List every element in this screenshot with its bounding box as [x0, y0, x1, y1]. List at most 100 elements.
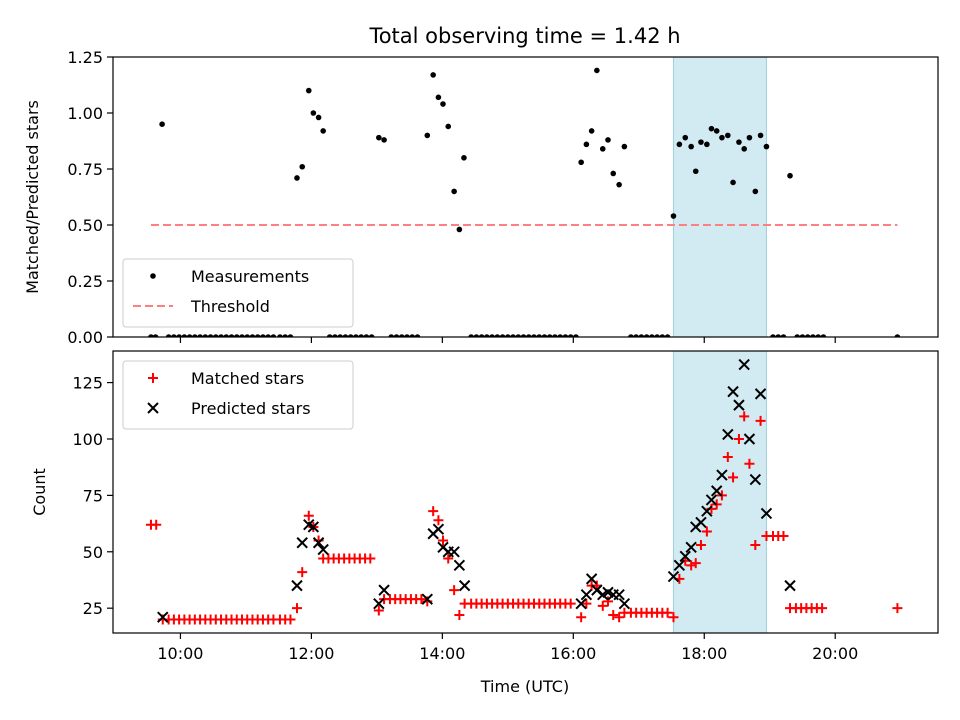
- matched-stars-point: [668, 612, 679, 623]
- matched-stars-point: [297, 567, 308, 578]
- y-tick-label: 25: [83, 599, 103, 618]
- measurement-point: [468, 334, 474, 337]
- matched-stars-point: [603, 596, 613, 607]
- legend-marker-dot: [150, 273, 156, 279]
- y-tick-label: 0.50: [67, 216, 103, 235]
- measurement-point: [409, 334, 416, 337]
- measurement-point: [708, 125, 715, 132]
- measurement-point: [594, 67, 600, 74]
- y-axis-label: Count: [30, 468, 49, 516]
- measurement-point: [244, 334, 251, 337]
- measurement-point: [698, 139, 704, 145]
- matched-stars-point: [365, 553, 376, 564]
- legend-marker-plus: [148, 373, 158, 383]
- predicted-stars-point: [710, 485, 723, 497]
- measurement-point: [332, 334, 338, 337]
- measurement-point: [181, 334, 188, 337]
- x-tick-label: 10:00: [157, 644, 203, 663]
- measurement-point: [176, 334, 182, 337]
- matched-stars-point: [449, 585, 460, 596]
- measurement-point: [787, 172, 793, 179]
- measurement-point: [682, 134, 689, 141]
- measurement-point: [659, 334, 666, 337]
- matched-stars-point: [733, 433, 744, 444]
- measurement-point: [489, 334, 495, 337]
- x-tick-label: 16:00: [550, 644, 596, 663]
- legend-label: Threshold: [190, 297, 270, 316]
- y-tick-label: 125: [72, 374, 103, 393]
- measurement-point: [736, 139, 742, 145]
- measurement-point: [435, 94, 442, 101]
- measurement-point: [499, 334, 506, 337]
- measurement-point: [536, 334, 543, 337]
- measurement-point: [305, 87, 312, 94]
- y-tick-label: 0.25: [67, 272, 103, 291]
- predicted-stars-point: [733, 399, 745, 411]
- predicted-stars-point: [458, 579, 471, 592]
- matched-stars-point: [614, 612, 625, 623]
- matched-stars-point: [428, 506, 439, 517]
- measurement-point: [239, 334, 245, 337]
- measurement-point: [197, 334, 203, 337]
- measurement-point: [676, 141, 683, 148]
- matched-stars-point: [662, 607, 673, 618]
- measurement-point: [299, 163, 306, 170]
- measurement-point: [404, 334, 410, 337]
- matched-stars-point: [454, 609, 465, 620]
- measurement-point: [393, 334, 400, 337]
- measurement-point: [326, 334, 333, 337]
- matched-stars-point: [778, 530, 789, 541]
- matched-stars-point: [817, 603, 828, 614]
- measurement-point: [525, 334, 532, 337]
- matched-stars-point: [416, 594, 427, 605]
- measurement-point: [159, 121, 165, 127]
- measurement-point: [557, 334, 564, 337]
- legend: Measurements Threshold: [122, 258, 354, 328]
- y-tick-label: 1.00: [67, 104, 103, 123]
- matched-stars-point: [565, 598, 576, 609]
- measurement-point: [588, 128, 595, 134]
- x-tick-label: 18:00: [681, 644, 727, 663]
- bottom-panel: 25 50 75 100 125 10:00 12:00 14:00 16:00 18:00 20:…: [30, 350, 939, 663]
- predicted-stars-point: [421, 593, 433, 605]
- axes-frame: [112, 350, 939, 634]
- x-axis-label: Time (UTC): [480, 677, 569, 696]
- measurement-point: [430, 72, 436, 78]
- predicted-stars-point: [705, 494, 718, 506]
- predicted-stars-point: [673, 559, 686, 572]
- measurement-point: [510, 334, 516, 337]
- measurement-point: [633, 334, 639, 337]
- predicted-stars-point: [685, 541, 697, 553]
- matched-stars-point: [291, 603, 302, 614]
- y-tick-label: 0.00: [67, 328, 103, 347]
- matched-stars-point: [695, 540, 706, 551]
- matched-stars-point: [690, 558, 701, 569]
- measurement-point: [799, 334, 806, 337]
- measurement-point: [746, 134, 753, 141]
- measurement-point: [342, 334, 349, 337]
- matched-stars-point: [755, 415, 766, 426]
- predicted-stars-point: [580, 588, 593, 601]
- measurement-point: [638, 334, 645, 337]
- measurement-point: [719, 134, 725, 141]
- measurement-point: [358, 334, 364, 337]
- measurement-point: [573, 334, 579, 337]
- matched-stars-point: [576, 612, 587, 623]
- measurement-point: [186, 334, 193, 337]
- matched-stars-point: [151, 519, 162, 530]
- measurement-point: [692, 168, 699, 175]
- top-panel: 0.00 0.25 0.50 0.75 1.00 1.25 Matched/Predicte…: [23, 48, 939, 347]
- measurement-point: [270, 334, 277, 337]
- matched-stars-point: [701, 526, 712, 537]
- measurement-point: [621, 143, 628, 150]
- matched-stars-point: [285, 614, 296, 625]
- measurement-point: [277, 334, 283, 337]
- predicted-stars-point: [618, 597, 631, 610]
- measurement-point: [478, 334, 485, 337]
- measurement-point: [820, 334, 827, 337]
- measurement-point: [780, 334, 787, 337]
- measurement-point: [440, 101, 446, 107]
- measurement-point: [494, 334, 501, 337]
- measurement-point: [704, 141, 710, 148]
- axes-frame: [112, 56, 939, 338]
